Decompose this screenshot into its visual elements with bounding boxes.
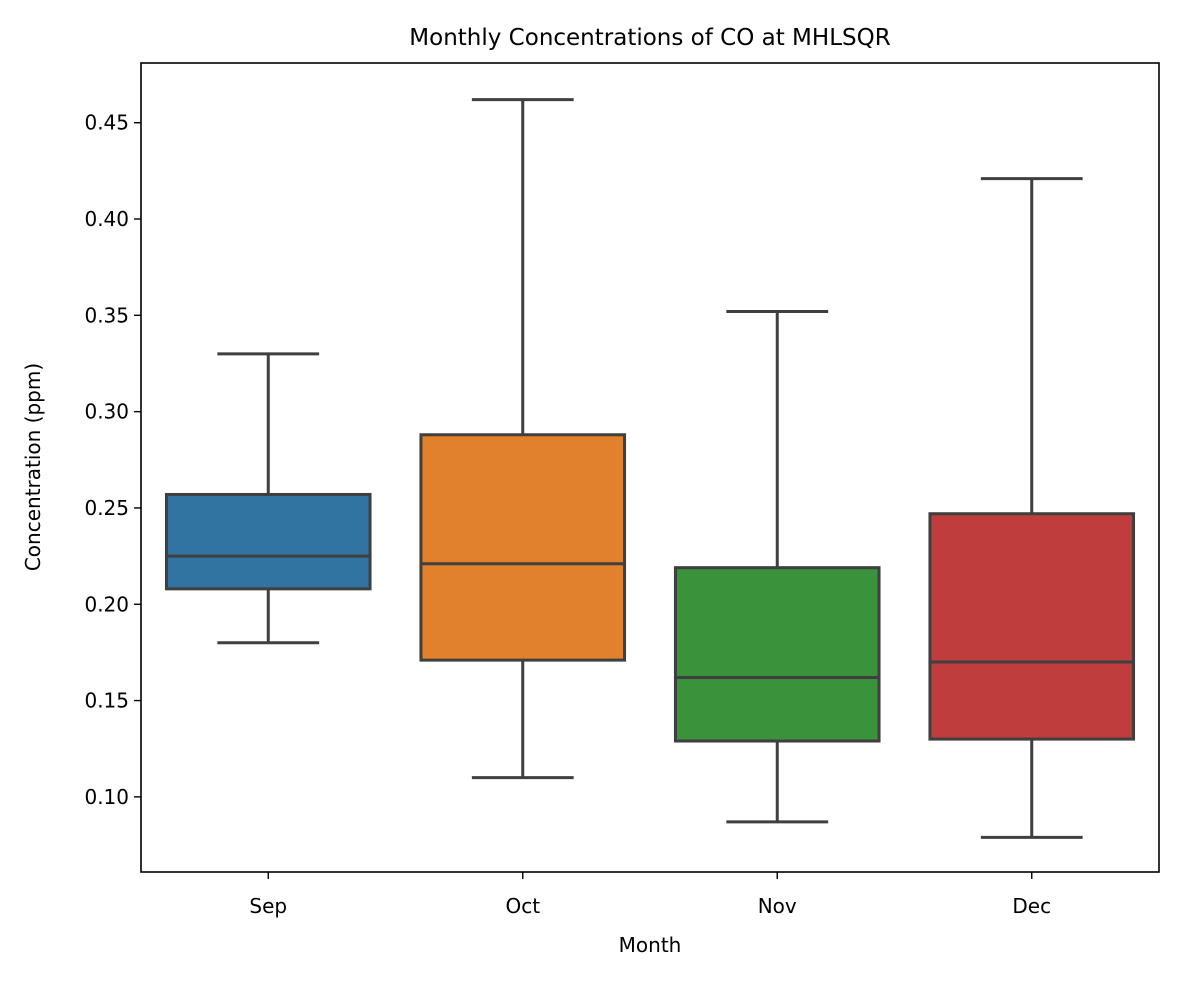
- y-tick-label: 0.10: [84, 785, 129, 809]
- box-dec: [928, 512, 1136, 741]
- y-tick-label: 0.40: [84, 207, 129, 231]
- box-sep: [164, 492, 372, 591]
- plot-area: 0.10 0.15 0.20 0.25 0.30 0.35 0.40 0.45 Sep Oct No…: [84, 98, 1136, 918]
- x-tick-label: Nov: [758, 894, 797, 918]
- plot-frame: [140, 62, 1160, 873]
- y-tick-label: 0.20: [84, 592, 129, 616]
- box-oct: [419, 433, 627, 662]
- y-tick-label: 0.25: [84, 496, 129, 520]
- x-tick-label: Oct: [505, 894, 540, 918]
- y-tick-label: 0.15: [84, 689, 129, 713]
- y-axis-label: Concentration (ppm): [21, 363, 45, 571]
- y-tick-label: 0.45: [84, 111, 129, 135]
- y-tick-label: 0.30: [84, 400, 129, 424]
- x-tick-label: Dec: [1012, 894, 1051, 918]
- x-axis-label: Month: [619, 933, 682, 957]
- y-tick-label: 0.35: [84, 303, 129, 327]
- box-nov: [673, 566, 881, 743]
- chart-title: Monthly Concentrations of CO at MHLSQR: [409, 25, 890, 51]
- x-tick-label: Sep: [249, 894, 287, 918]
